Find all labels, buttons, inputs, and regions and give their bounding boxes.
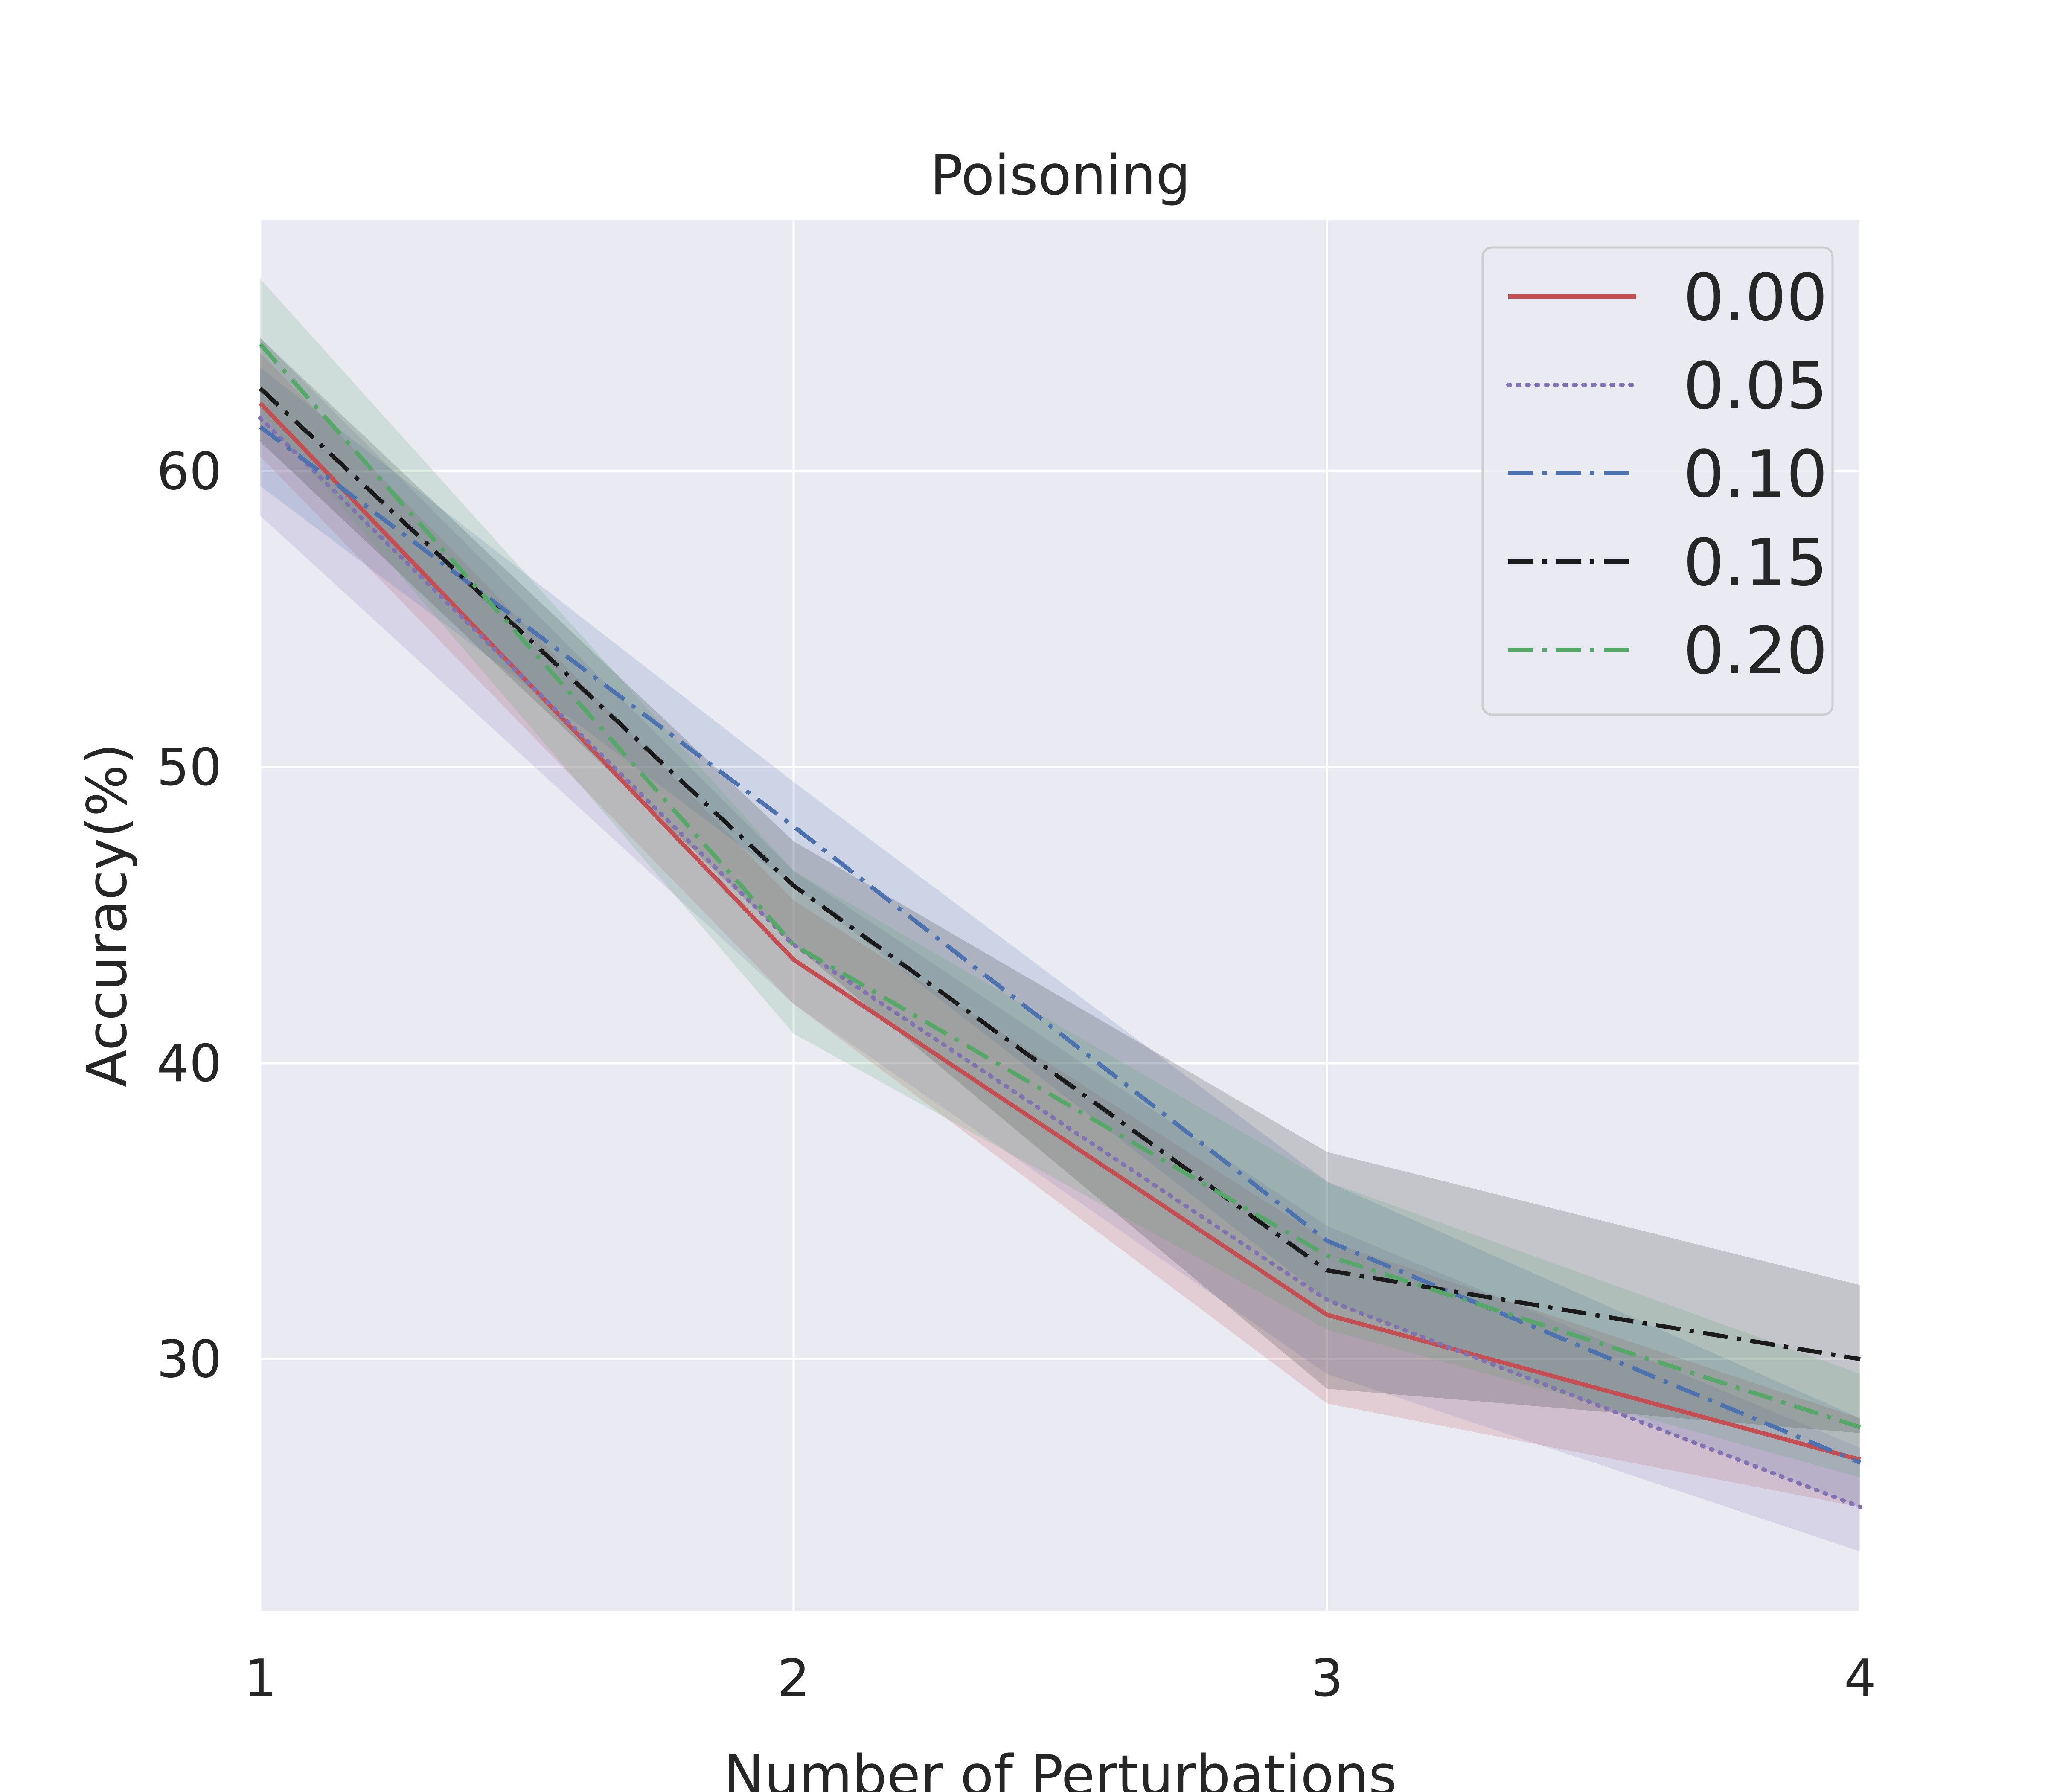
data-point-0.05 — [260, 418, 261, 419]
y-tick-label: 30 — [157, 1330, 222, 1389]
data-point-0.20 — [793, 944, 794, 945]
band-0.15 — [260, 338, 1860, 1433]
series-line-0.05 — [258, 416, 1862, 1510]
band-0.05 — [260, 338, 1860, 1552]
data-point-0.20 — [260, 343, 261, 344]
data-point-0.15 — [793, 885, 794, 886]
legend-label: 0.15 — [1683, 525, 1827, 600]
legend-label: 0.20 — [1683, 613, 1827, 689]
confidence-bands — [260, 279, 1860, 1552]
y-tick-label: 40 — [157, 1034, 222, 1094]
series-lines — [258, 342, 1862, 1510]
x-tick-label: 3 — [1311, 1649, 1343, 1708]
legend-label: 0.10 — [1683, 436, 1827, 512]
data-point-0.10 — [793, 826, 794, 827]
data-point-0.20 — [1860, 1427, 1861, 1428]
band-0.00 — [260, 353, 1860, 1507]
legend: 0.00 0.05 0.10 0.15 0.20 — [1481, 246, 1834, 716]
x-tick-label: 2 — [777, 1649, 810, 1708]
legend-label: 0.05 — [1683, 348, 1827, 424]
chart-title: Poisoning — [930, 144, 1191, 207]
y-tick-label: 60 — [157, 442, 222, 502]
data-point-0.00 — [1860, 1459, 1861, 1460]
x-axis-label: Number of Perturbations — [724, 1744, 1397, 1792]
series-line-0.20 — [259, 342, 1861, 1429]
x-tick-label: 1 — [244, 1649, 276, 1708]
y-tick-label: 50 — [157, 738, 222, 797]
series-line-0.15 — [259, 387, 1861, 1361]
data-point-0.00 — [260, 403, 261, 404]
legend-label: 0.00 — [1683, 260, 1827, 335]
y-axis-label: Accuracy(%) — [76, 743, 139, 1087]
band-0.10 — [260, 367, 1860, 1507]
series-line-0.10 — [259, 425, 1861, 1465]
band-0.20 — [260, 279, 1860, 1478]
data-point-0.15 — [260, 388, 261, 389]
data-point-0.10 — [260, 427, 261, 428]
x-tick-label: 4 — [1844, 1649, 1876, 1708]
grid — [259, 220, 1862, 1611]
legend-box — [1481, 246, 1834, 716]
data-point-0.10 — [1860, 1462, 1861, 1463]
y-axis-ticks: 30 40 50 60 — [157, 442, 222, 1390]
data-point-0.00 — [793, 959, 794, 960]
x-axis-ticks: 1 2 3 4 — [244, 1649, 1876, 1708]
